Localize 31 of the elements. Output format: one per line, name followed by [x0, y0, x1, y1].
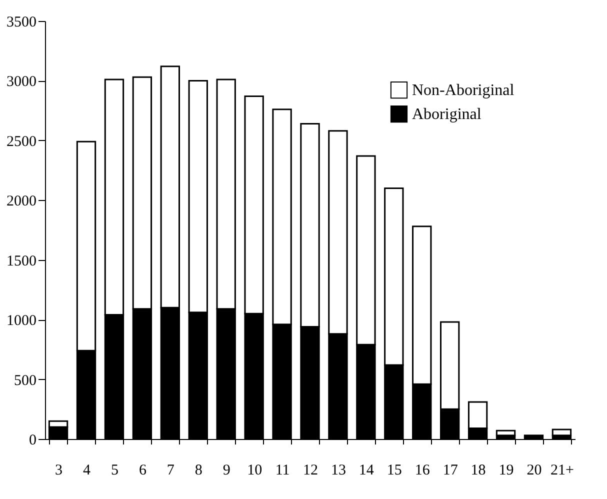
- x-tick-label: 6: [138, 462, 147, 478]
- x-tick-label: 14: [358, 462, 374, 478]
- y-tick-label: 3000: [6, 74, 36, 90]
- x-tick-label: 7: [166, 462, 175, 478]
- x-tick-label: 17: [442, 462, 458, 478]
- x-tick-label: 21+: [550, 462, 574, 478]
- y-tick-label: 500: [14, 372, 36, 389]
- x-tick-label: 13: [330, 462, 346, 478]
- y-tick-label: 0: [29, 432, 36, 448]
- x-tick-label: 16: [414, 462, 430, 478]
- x-tick-label: 10: [247, 462, 262, 478]
- x-tick-label: 15: [386, 462, 402, 478]
- legend-label: Aboriginal: [412, 106, 482, 123]
- y-tick-label: 3500: [6, 14, 36, 30]
- x-tick-label: 5: [110, 462, 118, 478]
- bar: [496, 430, 516, 436]
- x-tick-label: 19: [498, 462, 514, 478]
- y-tick-label: 2500: [6, 134, 36, 150]
- x-tick-label: 20: [526, 462, 542, 478]
- x-tick-label: 11: [275, 462, 290, 478]
- legend-label: Non-Aboriginal: [412, 82, 515, 99]
- x-tick-label: 12: [303, 462, 318, 478]
- y-tick-label: 1000: [6, 313, 36, 330]
- x-tick-label: 4: [83, 462, 92, 478]
- x-tick-label: 9: [222, 462, 230, 478]
- x-tick-label: 3: [55, 462, 63, 478]
- y-tick-label: 2000: [6, 194, 36, 210]
- x-tick-label: 8: [194, 462, 202, 478]
- bar: [552, 428, 572, 436]
- y-tick-label: 1500: [6, 253, 36, 270]
- x-tick-label: 18: [470, 462, 486, 478]
